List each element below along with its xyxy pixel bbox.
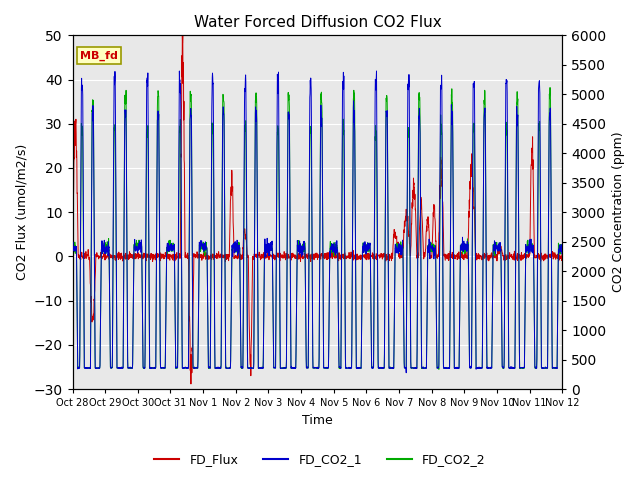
Title: Water Forced Diffusion CO2 Flux: Water Forced Diffusion CO2 Flux: [193, 15, 442, 30]
Legend: FD_Flux, FD_CO2_1, FD_CO2_2: FD_Flux, FD_CO2_1, FD_CO2_2: [149, 448, 491, 471]
Text: MB_fd: MB_fd: [80, 50, 118, 60]
Y-axis label: CO2 Flux (umol/m2/s): CO2 Flux (umol/m2/s): [15, 144, 28, 280]
Y-axis label: CO2 Concentration (ppm): CO2 Concentration (ppm): [612, 132, 625, 292]
X-axis label: Time: Time: [302, 414, 333, 427]
